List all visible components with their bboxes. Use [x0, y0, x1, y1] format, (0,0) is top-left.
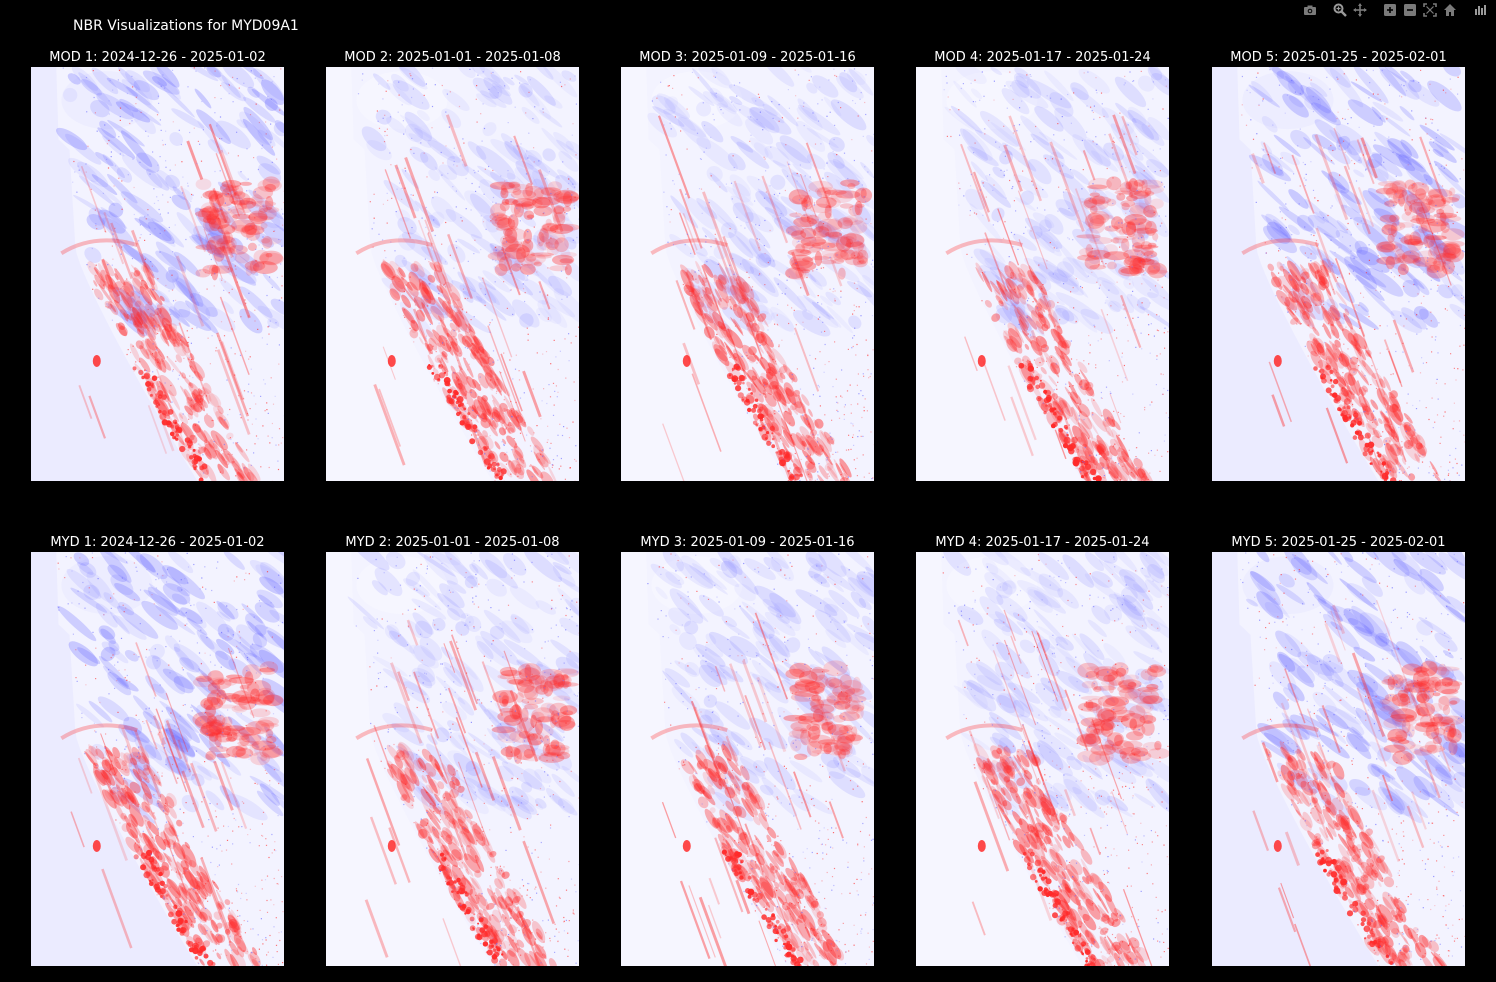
nbr-heatmap — [326, 552, 579, 966]
panel-title: MOD 1: 2024-12-26 - 2025-01-02 — [49, 50, 266, 65]
modebar — [1302, 2, 1488, 18]
nbr-heatmap — [621, 67, 874, 481]
nbr-map[interactable] — [1212, 67, 1465, 481]
camera-icon[interactable] — [1302, 2, 1318, 18]
nbr-map[interactable] — [326, 552, 579, 966]
plotly-logo-icon[interactable] — [1472, 2, 1488, 18]
nbr-map[interactable] — [621, 552, 874, 966]
pan-icon[interactable] — [1352, 2, 1368, 18]
panel-title: MOD 5: 2025-01-25 - 2025-02-01 — [1230, 50, 1447, 65]
nbr-map[interactable] — [31, 67, 284, 481]
autoscale-icon[interactable] — [1422, 2, 1438, 18]
nbr-map[interactable] — [916, 552, 1169, 966]
nbr-heatmap — [621, 552, 874, 966]
zoom-in-icon[interactable] — [1382, 2, 1398, 18]
panel-title: MOD 3: 2025-01-09 - 2025-01-16 — [639, 50, 856, 65]
nbr-map[interactable] — [621, 67, 874, 481]
nbr-heatmap — [31, 552, 284, 966]
nbr-heatmap — [1212, 67, 1465, 481]
nbr-heatmap — [916, 552, 1169, 966]
panel-title: MOD 4: 2025-01-17 - 2025-01-24 — [934, 50, 1151, 65]
nbr-map[interactable] — [1212, 552, 1465, 966]
reset-axes-icon[interactable] — [1442, 2, 1458, 18]
nbr-map[interactable] — [31, 552, 284, 966]
panel-title: MYD 5: 2025-01-25 - 2025-02-01 — [1231, 535, 1446, 550]
panel-title: MYD 2: 2025-01-01 - 2025-01-08 — [345, 535, 560, 550]
nbr-map[interactable] — [326, 67, 579, 481]
panel-title: MYD 1: 2024-12-26 - 2025-01-02 — [50, 535, 265, 550]
nbr-map[interactable] — [916, 67, 1169, 481]
panel-title: MYD 3: 2025-01-09 - 2025-01-16 — [640, 535, 855, 550]
nbr-heatmap — [1212, 552, 1465, 966]
panel-title: MYD 4: 2025-01-17 - 2025-01-24 — [935, 535, 1150, 550]
nbr-heatmap — [326, 67, 579, 481]
nbr-heatmap — [31, 67, 284, 481]
panel-title: MOD 2: 2025-01-01 - 2025-01-08 — [344, 50, 561, 65]
page-title: NBR Visualizations for MYD09A1 — [73, 18, 299, 34]
zoom-out-icon[interactable] — [1402, 2, 1418, 18]
zoom-icon[interactable] — [1332, 2, 1348, 18]
nbr-heatmap — [916, 67, 1169, 481]
